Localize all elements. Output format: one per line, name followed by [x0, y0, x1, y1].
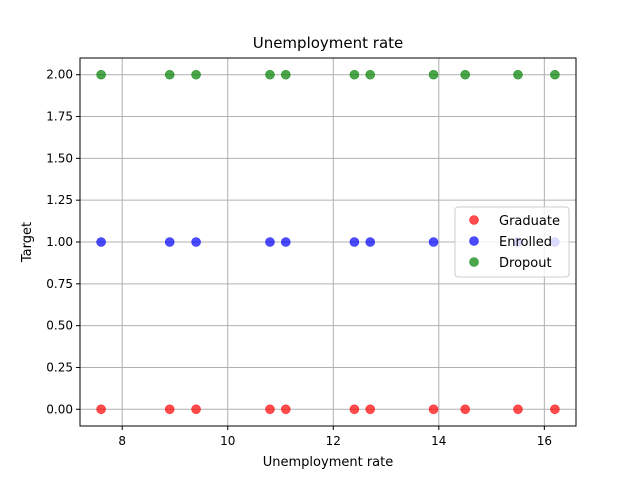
- data-point-graduate: [365, 404, 376, 415]
- data-point-graduate: [513, 404, 523, 415]
- data-point-dropout: [191, 69, 201, 80]
- legend: Graduate Enrolled Dropout: [454, 206, 570, 278]
- data-point-dropout: [428, 69, 439, 80]
- axis-ticks: 8 10 12 14 16 0.00 0.25 0.50 0.75 1.00 1.25 1.50 1.7…: [46, 68, 552, 448]
- y-tick-label: 1.25: [46, 193, 73, 207]
- data-point-graduate: [349, 404, 360, 415]
- chart-title: Unemployment rate: [253, 34, 404, 52]
- data-point-graduate: [164, 404, 175, 415]
- data-point-enrolled: [428, 237, 439, 247]
- data-point-graduate: [280, 404, 291, 415]
- data-point-enrolled: [164, 237, 175, 247]
- y-tick-label: 1.75: [46, 110, 73, 124]
- legend-marker-dropout: [469, 257, 479, 267]
- x-tick-label: 12: [326, 434, 341, 448]
- data-point-graduate: [265, 404, 275, 415]
- x-axis-label: Unemployment rate: [263, 455, 393, 470]
- data-point-enrolled: [365, 237, 376, 247]
- data-point-dropout: [96, 69, 106, 80]
- data-point-graduate: [428, 404, 439, 415]
- data-point-graduate: [460, 404, 470, 415]
- x-tick-label: 10: [220, 434, 235, 448]
- data-point-graduate: [96, 404, 106, 415]
- legend-label-dropout: Dropout: [499, 256, 552, 271]
- y-tick-label: 0.25: [46, 360, 73, 374]
- data-point-enrolled: [191, 237, 201, 247]
- legend-label-enrolled: Enrolled: [499, 235, 552, 250]
- legend-label-graduate: Graduate: [499, 214, 560, 229]
- x-tick-label: 16: [537, 434, 552, 448]
- data-point-dropout: [164, 69, 175, 80]
- x-tick-label: 8: [118, 434, 126, 448]
- data-point-enrolled: [265, 237, 275, 247]
- legend-marker-graduate: [469, 215, 479, 225]
- data-point-dropout: [349, 69, 360, 80]
- y-tick-label: 1.50: [46, 151, 73, 165]
- x-tick-label: 14: [431, 434, 446, 448]
- data-point-dropout: [365, 69, 376, 80]
- data-point-dropout: [513, 69, 523, 80]
- data-point-dropout: [550, 69, 560, 80]
- y-tick-label: 0.50: [46, 319, 73, 333]
- data-point-dropout: [265, 69, 275, 80]
- y-tick-label: 2.00: [46, 68, 73, 82]
- legend-box: [454, 206, 570, 278]
- y-tick-label: 0.00: [46, 402, 73, 416]
- legend-marker-enrolled: [469, 236, 479, 246]
- y-tick-label: 0.75: [46, 277, 73, 291]
- data-point-dropout: [460, 69, 470, 80]
- y-tick-label: 1.00: [46, 235, 73, 249]
- data-point-graduate: [191, 404, 201, 415]
- y-axis-label: Target: [20, 222, 35, 263]
- data-point-graduate: [550, 404, 560, 415]
- data-point-dropout: [280, 69, 291, 80]
- data-point-enrolled: [96, 237, 106, 247]
- data-point-enrolled: [349, 237, 360, 247]
- data-point-enrolled: [280, 237, 291, 247]
